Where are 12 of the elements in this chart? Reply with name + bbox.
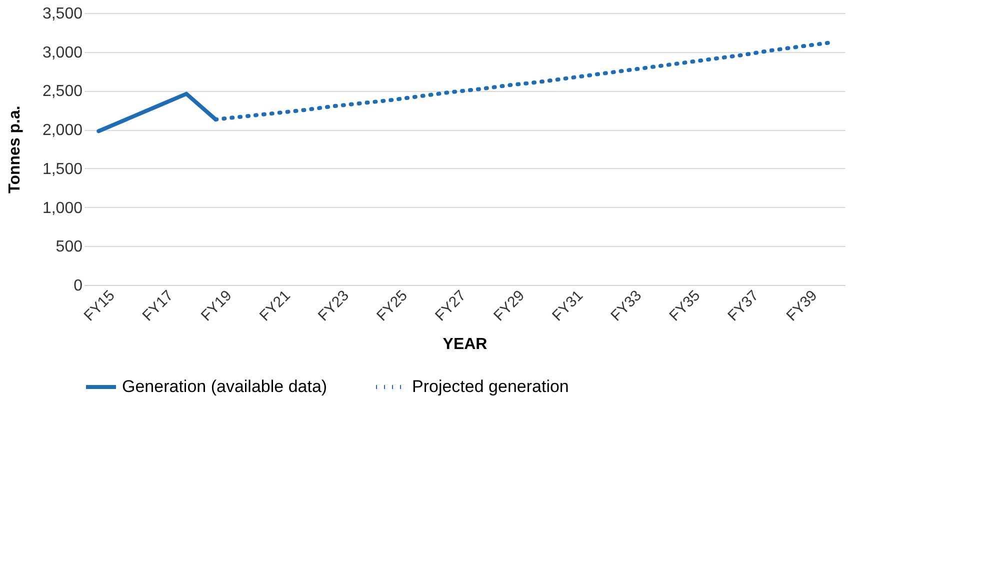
legend-label: Projected generation: [412, 377, 569, 396]
y-tick-label: 3,000: [42, 44, 83, 62]
y-tick-label: 2,500: [42, 83, 83, 100]
x-axis-title: YEAR: [442, 336, 488, 353]
legend-label: Generation (available data): [122, 377, 328, 396]
y-tick-label: 2,000: [42, 122, 83, 140]
y-tick-label: 0: [74, 278, 83, 294]
y-tick-label: 1,000: [42, 200, 83, 217]
y-tick-label: 1,500: [42, 160, 83, 178]
y-axis-title: Tonnes p.a.: [6, 106, 24, 194]
y-tick-label: 500: [56, 238, 83, 256]
y-tick-label: 3,500: [42, 6, 83, 22]
